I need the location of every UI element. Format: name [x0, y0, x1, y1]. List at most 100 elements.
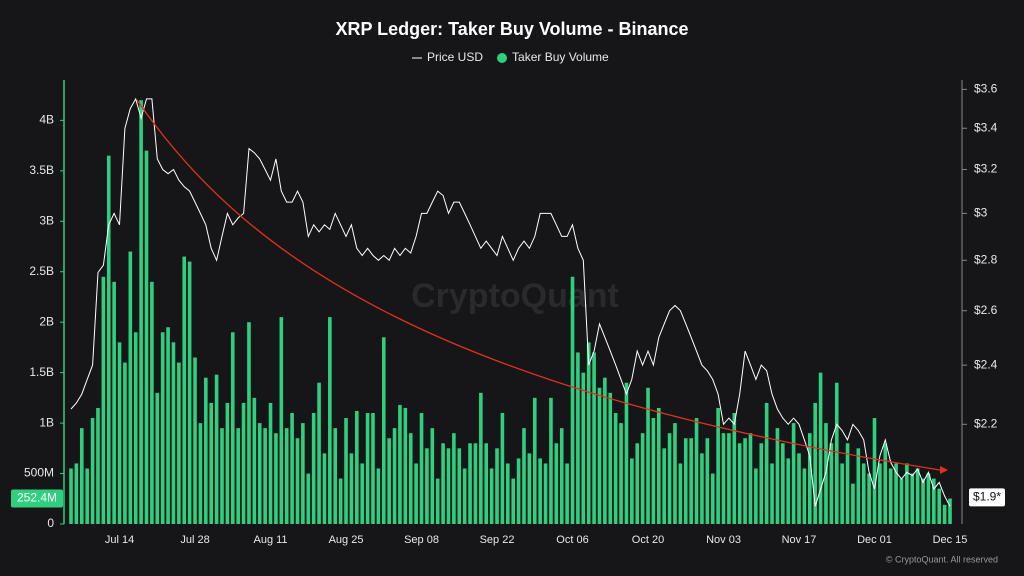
y2-tick-label: $2.6 — [974, 303, 998, 317]
bar — [522, 428, 526, 524]
bar — [160, 332, 165, 524]
bars — [69, 100, 952, 525]
bar — [802, 468, 807, 524]
bar — [662, 448, 666, 524]
bar — [204, 377, 208, 524]
bar — [576, 352, 580, 524]
bar — [284, 428, 289, 524]
bar — [506, 463, 510, 524]
bar — [381, 337, 386, 524]
bar — [834, 382, 839, 524]
bar — [851, 483, 855, 524]
bar — [311, 413, 316, 524]
bar — [290, 413, 294, 524]
bar — [554, 443, 559, 524]
bar — [306, 473, 311, 524]
bar — [646, 387, 650, 524]
bar — [392, 428, 397, 524]
bar — [737, 443, 742, 524]
y-tick-label: 4B — [39, 113, 54, 127]
bar — [942, 504, 947, 524]
bar — [759, 443, 764, 524]
bar — [74, 463, 79, 524]
bar — [721, 433, 726, 524]
y-tick-label: 2.5B — [29, 264, 54, 278]
bar — [387, 438, 391, 524]
bar — [236, 428, 240, 524]
footer: © CryptoQuant. All reserved — [886, 554, 998, 564]
bar — [635, 443, 640, 524]
bar — [435, 478, 440, 524]
y2-tick-label: $2.2 — [974, 416, 998, 430]
bar — [683, 438, 688, 524]
bar — [905, 463, 909, 524]
current-price-badge — [969, 488, 1005, 507]
bar — [408, 433, 413, 524]
bar — [899, 478, 904, 524]
bar — [230, 332, 235, 524]
bar — [797, 453, 801, 524]
bar — [301, 423, 305, 524]
bar — [813, 402, 817, 524]
bar — [430, 428, 435, 524]
bar — [754, 468, 758, 524]
bar — [807, 433, 812, 524]
bar — [457, 448, 462, 524]
x-tick-label: Jul 14 — [105, 534, 134, 546]
y-tick-label: 500M — [24, 466, 54, 480]
y2-tick-label: $3.4 — [974, 120, 998, 134]
bar — [155, 392, 160, 524]
bar — [516, 458, 521, 524]
bar — [79, 428, 84, 524]
y2-tick-label: $2.8 — [974, 252, 998, 266]
bar — [608, 392, 613, 524]
bar — [193, 357, 197, 524]
legend-label: Price USD — [427, 50, 483, 64]
bar — [355, 410, 359, 524]
bar — [511, 478, 515, 524]
bar — [775, 428, 780, 524]
bar — [182, 256, 187, 524]
x-tick-label: Jul 28 — [180, 534, 209, 546]
bar — [150, 281, 154, 524]
bar — [781, 443, 785, 524]
bar — [209, 402, 214, 524]
bar — [328, 317, 332, 524]
bar — [727, 433, 731, 524]
bar — [937, 488, 942, 524]
y2-tick-label: $3 — [974, 206, 988, 220]
legend-label: Taker Buy Volume — [512, 50, 609, 64]
bar — [872, 418, 877, 524]
bar — [888, 468, 893, 524]
bar — [274, 433, 278, 524]
bar — [187, 261, 192, 524]
bar — [106, 155, 111, 524]
bar — [117, 342, 122, 524]
chart-title: XRP Ledger: Taker Buy Volume - Binance — [335, 19, 688, 39]
y-tick-label: 0 — [47, 516, 54, 530]
y-tick-label: 2B — [39, 314, 54, 328]
bar — [581, 372, 586, 524]
bar — [69, 468, 73, 524]
bar — [317, 382, 321, 524]
bar — [538, 458, 542, 524]
bar — [139, 100, 143, 524]
bar — [565, 463, 569, 524]
bar — [279, 317, 284, 524]
bar — [630, 458, 634, 524]
bar — [419, 413, 424, 524]
y-tick-label: 3B — [39, 213, 54, 227]
current-volume-label: 252.4M — [17, 491, 57, 505]
bar — [678, 463, 683, 524]
bar — [484, 443, 489, 524]
bar — [932, 478, 936, 524]
bar — [398, 404, 402, 524]
bar — [619, 423, 623, 524]
bar — [220, 428, 224, 524]
bar — [926, 473, 931, 524]
bar — [624, 382, 629, 524]
bar — [295, 438, 300, 524]
bar — [473, 443, 478, 524]
bar — [570, 276, 575, 524]
bar — [948, 498, 952, 524]
